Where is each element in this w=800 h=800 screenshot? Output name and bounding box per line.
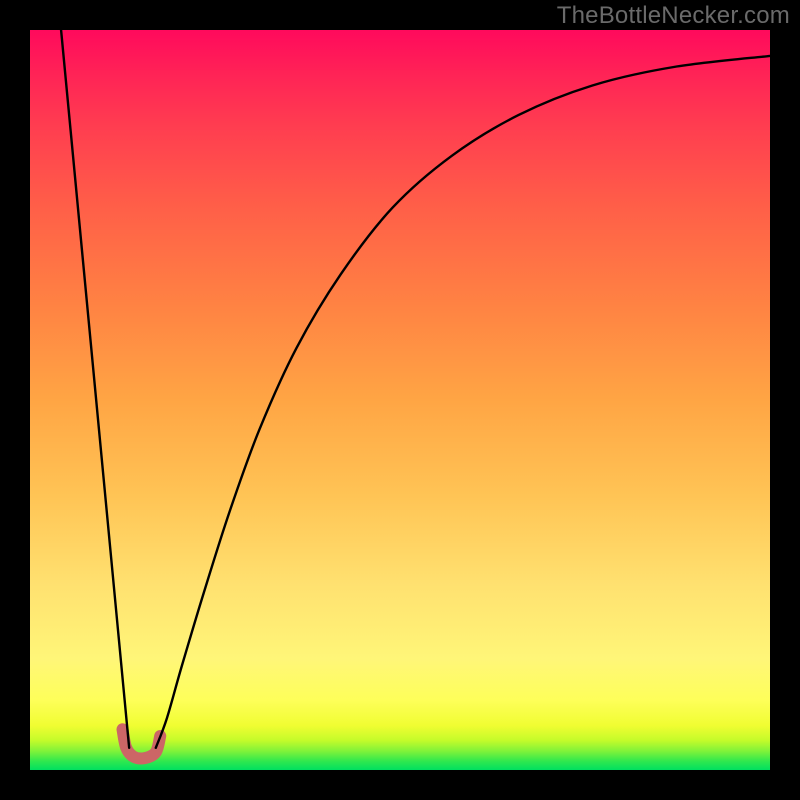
gradient-background <box>30 30 770 770</box>
chart-svg <box>0 0 800 800</box>
chart-frame: TheBottleNecker.com <box>0 0 800 800</box>
watermark-text: TheBottleNecker.com <box>557 2 790 30</box>
plot-area <box>30 30 770 770</box>
